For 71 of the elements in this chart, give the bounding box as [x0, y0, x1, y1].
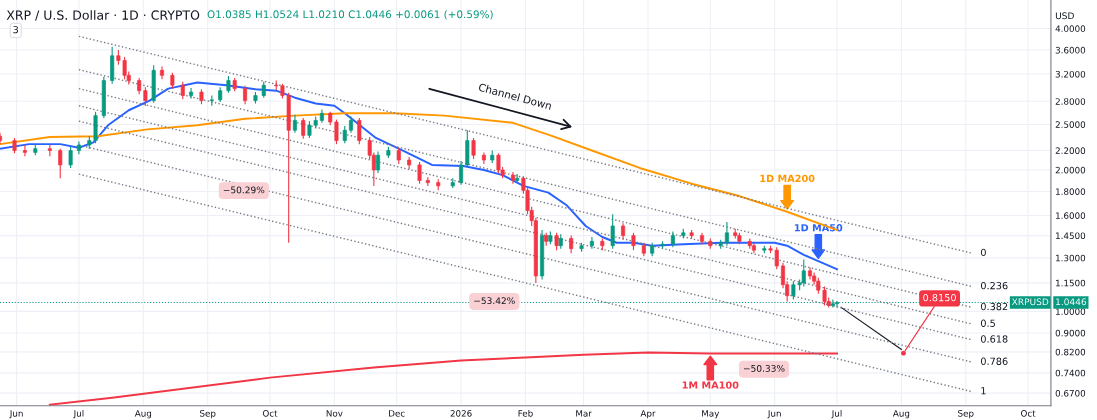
candlestick	[801, 258, 806, 288]
x-tick-label: 2026	[450, 410, 472, 417]
x-tick-label: Nov	[326, 410, 343, 417]
x-tick-label: May	[702, 410, 720, 419]
candlestick	[589, 236, 594, 250]
x-tick-label: Oct	[262, 410, 278, 417]
y-tick-label: 1.1500	[1056, 279, 1086, 287]
y-tick-label: 1.8000	[1056, 188, 1086, 195]
x-tick-label: Sep	[200, 410, 216, 419]
x-tick-label: Dec	[389, 410, 405, 417]
y-tick-label: 2.8000	[1055, 98, 1086, 105]
annotation: 0.8150	[923, 293, 956, 302]
candlestick	[610, 213, 615, 250]
annotation: −50.29%	[223, 186, 265, 194]
candlestick	[417, 161, 422, 185]
y-tick-label: 0.8200	[1055, 348, 1086, 356]
y-tick-label: 1.0000	[1056, 308, 1086, 315]
y-tick-label: 1.4500	[1056, 232, 1086, 240]
x-tick-label: Jul	[831, 409, 842, 419]
candlestick	[22, 144, 27, 157]
x-tick-label: Jun	[767, 410, 781, 419]
candlestick	[143, 86, 148, 107]
x-tick-label: Sep	[958, 410, 974, 419]
x-tick-label: Aug	[892, 410, 910, 419]
y-tick-label: 0.7400	[1055, 369, 1086, 377]
y-tick-label: 1.3000	[1056, 254, 1086, 262]
candlestick	[459, 160, 464, 186]
text: O1.0385 H1.0524 L1.0210 C1.0446 +0.0061 (+0.59%)	[207, 10, 493, 20]
candlestick	[301, 117, 306, 140]
line-series	[48, 351, 838, 406]
candlestick	[68, 146, 73, 169]
x-tick-label: Oct	[1021, 410, 1036, 417]
series-label: 1	[981, 387, 986, 395]
y-tick-label: 3.6000	[1055, 46, 1086, 54]
text: 1D MA200	[760, 174, 815, 183]
candlestick	[481, 151, 486, 165]
candlestick	[496, 152, 501, 174]
series-label: 0.236	[980, 281, 1008, 290]
y-tick-label: 2.2000	[1055, 147, 1086, 154]
series-label: 0.5	[980, 319, 995, 327]
ref-line-label: 1.0446	[1056, 298, 1087, 306]
series-label: 0.618	[980, 335, 1008, 343]
text: 1M MA100	[682, 381, 739, 389]
candlestick	[58, 148, 63, 179]
x-tick-label: Apr	[640, 410, 656, 419]
y-tick-label: 2.0000	[1055, 166, 1086, 174]
y-tick-label: 2.5000	[1055, 121, 1086, 128]
text: XRP / U.S. Dollar · 1D · CRYPTO	[6, 10, 200, 21]
series-label: 0.786	[980, 357, 1008, 365]
candlestick	[243, 85, 248, 105]
annotation: XRPUSD	[1011, 298, 1049, 306]
candlestick	[357, 117, 362, 145]
y-tick-label: 4.0000	[1055, 25, 1086, 32]
y-tick-label: 1.6000	[1056, 212, 1086, 219]
x-tick-label: Jun	[9, 410, 23, 419]
x-tick-label: Mar	[576, 410, 592, 417]
series-label: 0	[980, 248, 986, 257]
x-tick-label: Jul	[73, 409, 84, 419]
y-tick-label: 0.6700	[1055, 389, 1086, 397]
y-tick-label: 3.2000	[1055, 70, 1086, 78]
annotation: −53.42%	[474, 297, 515, 305]
y-axis-title: USD	[1055, 12, 1074, 20]
series-label: 0.382	[980, 302, 1008, 311]
x-tick-label: Feb	[518, 409, 533, 417]
x-tick-label: Aug	[134, 410, 152, 419]
candlestick	[471, 137, 476, 160]
candlestick	[724, 221, 729, 247]
annotation: 3	[13, 25, 19, 34]
y-tick-label: 0.9000	[1055, 329, 1086, 337]
candlestick	[375, 150, 381, 174]
annotation: −50.33%	[743, 365, 785, 372]
